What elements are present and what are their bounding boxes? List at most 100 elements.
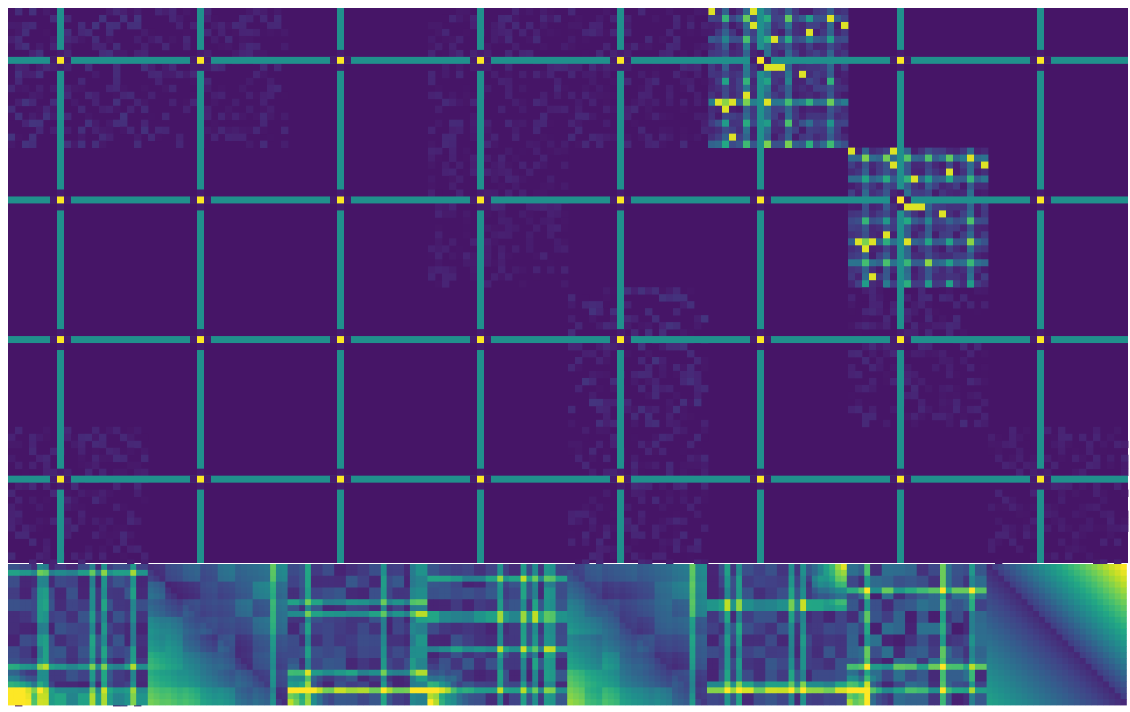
dense-block-cell <box>736 28 744 37</box>
faint-block-cell <box>15 70 23 79</box>
faint-block-cell <box>505 231 513 239</box>
faint-block-cell <box>267 133 275 142</box>
faint-block-cell <box>981 377 989 386</box>
bottom-tile-cell <box>37 681 44 688</box>
faint-block-cell <box>50 14 58 23</box>
faint-block-cell <box>890 343 898 351</box>
dense-block-cell <box>715 77 723 86</box>
dense-block-cell <box>967 203 975 211</box>
stripe-intersection-halo <box>197 203 204 211</box>
dense-block-cell <box>736 112 744 121</box>
bottom-tile-1 <box>8 564 149 706</box>
bottom-tile-cell <box>182 658 189 665</box>
faint-block-cell <box>869 363 877 372</box>
bottom-tile-cell <box>223 622 230 630</box>
dense-block-cell <box>806 140 814 148</box>
bottom-tile-cell <box>369 687 376 694</box>
faint-block-cell <box>680 517 688 525</box>
faint-block-cell <box>78 433 86 442</box>
bottom-tile-cell <box>503 587 510 594</box>
bottom-tile-cell <box>159 599 166 606</box>
faint-block-cell <box>1065 433 1073 442</box>
bottom-tile-cell <box>374 605 382 612</box>
bottom-tile-cell <box>60 599 67 606</box>
faint-block-cell <box>1044 552 1052 560</box>
stripe-intersection-halo <box>330 56 337 64</box>
faint-block-cell <box>855 398 863 407</box>
stripe-intersection-halo <box>64 56 71 64</box>
faint-block-cell <box>939 405 947 414</box>
faint-block-cell <box>645 440 653 449</box>
bottom-tile-cell <box>474 575 481 583</box>
bottom-tile-cell <box>386 693 393 700</box>
bottom-tile-cell <box>8 569 15 577</box>
bottom-tile-cell <box>281 611 288 618</box>
faint-block-cell <box>169 84 177 93</box>
bottom-tile-cell <box>275 652 283 659</box>
bottom-tile-cell <box>8 575 15 583</box>
faint-block-cell <box>974 308 982 316</box>
faint-block-cell <box>561 224 569 232</box>
faint-block-cell <box>918 412 926 421</box>
faint-block-cell <box>666 126 674 135</box>
bottom-tile-cell <box>229 634 236 641</box>
faint-block-cell <box>29 447 37 456</box>
faint-block-cell <box>848 363 856 372</box>
bottom-tile-cell <box>217 622 224 630</box>
bottom-tile-cell <box>281 634 288 641</box>
faint-block-cell <box>568 294 576 302</box>
bottom-tile-cell <box>37 699 44 706</box>
bottom-tile-cell <box>153 611 160 618</box>
bottom-tile-cell <box>246 634 254 641</box>
dense-block-cell <box>841 133 849 142</box>
faint-block-cell <box>78 126 86 135</box>
bottom-tile-cell <box>141 599 149 606</box>
faint-block-cell <box>470 21 478 30</box>
bottom-tile-cell <box>19 593 26 600</box>
faint-block-cell <box>505 168 513 176</box>
stripe-intersection-halo <box>197 343 204 351</box>
faint-block-cell <box>85 119 93 128</box>
bottom-tile-cell <box>404 564 411 571</box>
stripe-intersection-halo <box>764 196 771 204</box>
dense-block-cell <box>715 14 723 23</box>
faint-block-cell <box>36 126 44 135</box>
bottom-tile-cell <box>83 658 90 665</box>
bottom-tile-cell <box>363 569 370 577</box>
faint-block-cell <box>246 49 254 58</box>
bottom-tile-cell <box>345 581 353 588</box>
faint-block-cell <box>43 105 51 114</box>
faint-block-cell <box>519 98 527 107</box>
bottom-tile-cell <box>351 640 358 647</box>
faint-block-cell <box>169 98 177 107</box>
bottom-tile-cell <box>42 658 50 665</box>
bottom-tile-cell <box>252 646 259 653</box>
bottom-tile-cell <box>264 652 271 659</box>
faint-block-cell <box>673 531 681 539</box>
bottom-tile-cell <box>83 693 90 700</box>
faint-block-cell <box>211 133 219 142</box>
bottom-tile-cell <box>293 646 300 653</box>
bottom-tile-cell <box>328 599 335 606</box>
bottom-tile-cell <box>258 569 265 577</box>
dense-block-cell <box>806 105 814 114</box>
faint-block-cell <box>701 42 709 51</box>
faint-block-cell <box>610 384 618 393</box>
bottom-tile-cell <box>42 675 50 682</box>
stripe-intersection-halo <box>1044 56 1051 64</box>
faint-block-cell <box>106 447 114 456</box>
bottom-tile-cell <box>404 663 411 671</box>
faint-block-cell <box>134 468 142 477</box>
faint-block-cell <box>1030 552 1038 560</box>
faint-block-cell <box>589 496 597 504</box>
bottom-tile-cell <box>369 569 376 577</box>
faint-block-cell <box>687 503 695 511</box>
faint-block-cell <box>491 175 499 183</box>
bottom-tile-cell <box>200 611 207 618</box>
stripe-intersection-halo <box>337 343 344 351</box>
faint-block-cell <box>99 454 107 463</box>
faint-block-cell <box>659 357 667 365</box>
faint-block-cell <box>575 105 583 114</box>
faint-block-cell <box>547 217 555 225</box>
dense-block-cell <box>890 203 898 211</box>
